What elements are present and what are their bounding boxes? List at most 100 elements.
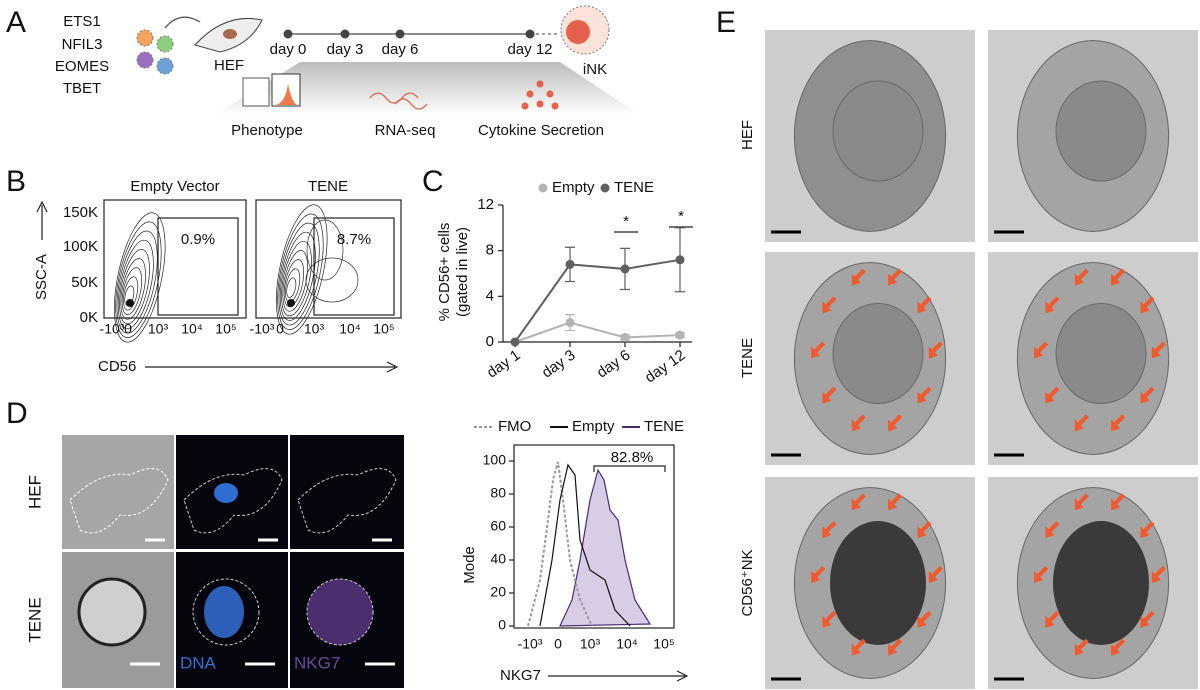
contour (123, 276, 139, 311)
x-tick-label: 10⁴ (181, 321, 203, 337)
flow-plot (255, 199, 402, 319)
axis-title: SSC-A (33, 254, 50, 300)
em-arrow (1151, 566, 1166, 583)
timepoint: day 12 (507, 41, 552, 58)
em-arrow (1140, 296, 1155, 314)
em-arrow (851, 414, 866, 432)
y-tick-label: 100 (483, 452, 507, 468)
em-arrow (1111, 493, 1126, 511)
legend-label: Empty (552, 179, 595, 196)
em-arrow (1074, 638, 1089, 656)
panel-label: D (6, 397, 28, 430)
contour-core (287, 299, 295, 307)
em-arrow (1111, 638, 1126, 656)
contour (286, 277, 297, 298)
timepoint: day 0 (270, 41, 307, 58)
x-tick-label: 10³ (148, 321, 169, 337)
em-arrow (888, 268, 903, 286)
x-tick-label: 10³ (580, 636, 601, 652)
x-tick-label: day 1 (484, 347, 524, 382)
axis-title: CD56 (98, 358, 136, 375)
em-arrow (822, 610, 837, 628)
rna-icon (369, 92, 428, 110)
em-arrow (888, 638, 903, 656)
readout: RNA-seq (375, 122, 436, 139)
y-axis-title: Mode (461, 546, 478, 584)
x-tick-label: 0 (276, 321, 284, 337)
em-arrow (1045, 610, 1060, 628)
nucleus-icon (223, 29, 237, 39)
y-axis-title: (gated in live) (454, 227, 471, 317)
legend-marker (600, 183, 610, 193)
significance: * (678, 208, 684, 225)
x-tick-label: 10⁵ (653, 636, 674, 652)
y-tick-label: 40 (490, 551, 506, 567)
x-tick-label: -10³ (250, 321, 275, 337)
contour (116, 230, 158, 334)
row-label: TENE (739, 338, 756, 378)
gate-value: 8.7% (337, 231, 371, 248)
row-label: CD56⁺NK (739, 549, 756, 616)
em-arrow (851, 493, 866, 511)
panel-label: B (6, 165, 26, 198)
significance: * (623, 213, 629, 230)
em-arrow (917, 296, 932, 314)
empty-histogram (539, 463, 631, 627)
y-tick-label: 8 (486, 242, 494, 259)
em-nucleus (1055, 303, 1147, 404)
em-nucleus (1055, 80, 1147, 182)
x-tick-label: 10⁵ (215, 321, 236, 337)
micrograph-grid (62, 435, 404, 688)
x-tick-label: 0 (554, 636, 562, 652)
contour (279, 231, 316, 321)
em-arrow (811, 566, 826, 583)
x-tick-label: -10³ (100, 321, 125, 337)
data-point (675, 255, 685, 265)
x-axis-title: NKG7 (500, 667, 541, 684)
em-arrow (888, 493, 903, 511)
em-arrow (917, 521, 932, 539)
factor: NFIL3 (62, 36, 103, 53)
contour-core (126, 299, 134, 307)
em-arrow (851, 638, 866, 656)
legend-label: Empty (572, 418, 615, 435)
data-point (620, 264, 630, 274)
em-arrow (1111, 414, 1126, 432)
em-arrow (822, 296, 837, 314)
em-grid (765, 30, 1198, 689)
gate (593, 465, 666, 472)
em-arrow (851, 268, 866, 286)
em-nucleus (832, 303, 924, 404)
y-tick-label: 4 (486, 287, 494, 304)
axis-arrow (36, 200, 48, 240)
x-tick-label: day 6 (594, 347, 634, 382)
factor: TBET (63, 80, 101, 97)
em-arrow (1045, 521, 1060, 539)
contour (281, 240, 312, 317)
y-tick-label: 60 (490, 518, 506, 534)
em-nucleus (1053, 521, 1149, 645)
histogram-frame (513, 444, 675, 629)
data-point (565, 259, 575, 269)
y-tick-label: 150K (63, 204, 98, 221)
em-arrow (1034, 341, 1049, 359)
contour (305, 257, 359, 303)
em-arrow (822, 386, 837, 404)
y-tick-label: 50K (71, 274, 98, 291)
em-arrow (928, 566, 943, 583)
ink-nucleus (566, 20, 590, 44)
series-line (514, 258, 681, 343)
gate-value: 0.9% (181, 231, 215, 248)
y-tick-label: 0 (498, 617, 506, 633)
em-arrow (1034, 566, 1049, 583)
factor: EOMES (55, 58, 109, 75)
y-tick-label: 80 (490, 485, 506, 501)
gate (313, 217, 395, 316)
contour (121, 267, 143, 316)
row-label: TENE (25, 597, 44, 642)
data-point (565, 318, 575, 328)
y-tick-label: 20 (490, 584, 506, 600)
contour (119, 248, 150, 325)
fmo-histogram (527, 461, 593, 627)
em-nucleus (832, 80, 924, 182)
